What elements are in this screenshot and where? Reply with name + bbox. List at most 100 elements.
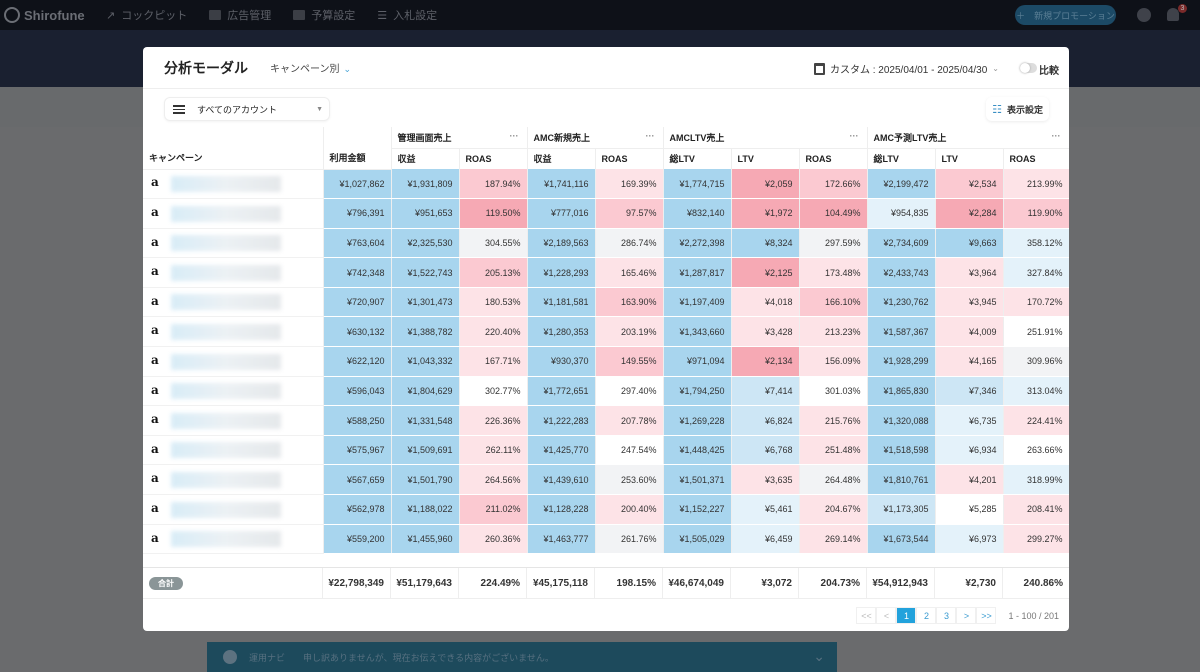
bell-icon[interactable] <box>1167 8 1179 21</box>
data-cell: 261.76% <box>595 524 664 555</box>
campaign-name-redacted[interactable] <box>170 531 281 548</box>
more-icon[interactable]: ··· <box>1051 131 1061 141</box>
campaign-cell[interactable]: a <box>143 346 324 377</box>
campaign-cell[interactable]: a <box>143 257 324 288</box>
campaign-cell[interactable]: a <box>143 464 324 496</box>
campaign-cell[interactable]: a <box>143 524 324 555</box>
column-header[interactable]: 総LTV <box>663 148 732 169</box>
campaign-cell[interactable]: a <box>143 494 324 525</box>
amazon-icon: a <box>151 353 159 368</box>
column-header[interactable]: ROAS <box>595 148 664 169</box>
data-cell: ¥1,455,960 <box>391 524 460 555</box>
data-cell: ¥1,741,116 <box>527 169 596 200</box>
table-row[interactable]: a ¥575,967 ¥1,509,691 262.11% ¥1,425,770 247.… <box>143 435 1069 466</box>
table-row[interactable]: a ¥567,659 ¥1,501,790 264.56% ¥1,439,610 253.… <box>143 464 1069 496</box>
table-row[interactable]: a ¥1,027,862 ¥1,931,809 187.94% ¥1,741,116 16… <box>143 169 1069 200</box>
campaign-name-redacted[interactable] <box>170 442 281 459</box>
data-cell: ¥1,505,029 <box>663 524 732 555</box>
campaign-cell[interactable]: a <box>143 228 324 259</box>
campaign-name-redacted[interactable] <box>170 472 281 489</box>
table-row[interactable]: a ¥596,043 ¥1,804,629 302.77% ¥1,772,651 297.… <box>143 376 1069 407</box>
column-header[interactable]: ROAS <box>1003 148 1069 169</box>
column-header[interactable]: 総LTV <box>867 148 936 169</box>
data-cell: ¥1,865,830 <box>867 376 936 407</box>
campaign-cell[interactable]: a <box>143 169 324 200</box>
page-2-button[interactable]: 2 <box>916 607 937 624</box>
page-3-button[interactable]: 3 <box>936 607 957 624</box>
campaign-name-redacted[interactable] <box>170 205 281 222</box>
page-1-button[interactable]: 1 <box>896 607 917 624</box>
mode-select[interactable]: キャンペーン別 ⌄ <box>270 64 352 75</box>
operation-navi-bar[interactable]: 運用ナビ 申し訳ありませんが、現在お伝えできる内容がございません。 ⌄ <box>207 642 837 672</box>
more-icon[interactable]: ··· <box>509 131 519 141</box>
column-header[interactable]: 収益 <box>391 148 460 169</box>
campaign-name-redacted[interactable] <box>170 176 281 193</box>
table-row[interactable]: a ¥622,120 ¥1,043,332 167.71% ¥930,370 149.55… <box>143 346 1069 377</box>
next-page-button[interactable]: > <box>956 607 977 624</box>
chevron-down-icon: ⌄ <box>343 64 352 74</box>
campaign-cell[interactable]: a <box>143 376 324 407</box>
campaign-cell[interactable]: a <box>143 435 324 466</box>
amazon-icon: a <box>151 530 159 545</box>
prev-page-button[interactable]: < <box>876 607 897 624</box>
data-cell: ¥1,320,088 <box>867 405 936 436</box>
campaign-name-redacted[interactable] <box>170 412 281 429</box>
table-row[interactable]: a ¥588,250 ¥1,331,548 226.36% ¥1,222,283 207.… <box>143 405 1069 436</box>
nav-bid[interactable]: ☰ 入札設定 <box>377 9 438 23</box>
table-row[interactable]: a ¥559,200 ¥1,455,960 260.36% ¥1,463,777 261.… <box>143 524 1069 555</box>
campaign-name-redacted[interactable] <box>170 235 281 252</box>
help-icon[interactable] <box>1137 8 1151 22</box>
data-cell: 262.11% <box>459 435 528 466</box>
campaign-cell[interactable]: a <box>143 198 324 229</box>
compare-toggle[interactable] <box>1020 63 1037 73</box>
table-row[interactable]: a ¥796,391 ¥951,653 119.50% ¥777,016 97.57% ¥8… <box>143 198 1069 229</box>
data-cell: 163.90% <box>595 287 664 318</box>
total-cell: 240.86% <box>1023 578 1063 589</box>
total-cell: 198.15% <box>595 568 663 598</box>
campaign-name-redacted[interactable] <box>170 383 281 400</box>
navi-icon <box>223 650 237 664</box>
column-header[interactable]: LTV <box>935 148 1004 169</box>
total-cell: 204.73% <box>799 568 867 598</box>
data-cell: 213.23% <box>799 316 868 348</box>
campaign-cell[interactable]: a <box>143 287 324 318</box>
table-row[interactable]: a ¥720,907 ¥1,301,473 180.53% ¥1,181,581 163.… <box>143 287 1069 318</box>
column-header[interactable]: ROAS <box>799 148 868 169</box>
campaign-name-redacted[interactable] <box>170 264 281 281</box>
data-cell: 172.66% <box>799 169 868 200</box>
nav-cockpit[interactable]: ↗ コックピット <box>106 9 188 23</box>
chevron-down-icon[interactable]: ⌄ <box>813 648 825 664</box>
campaign-name-redacted[interactable] <box>170 501 281 518</box>
table-row[interactable]: a ¥630,132 ¥1,388,782 220.40% ¥1,280,353 203.… <box>143 316 1069 348</box>
column-header[interactable]: ROAS <box>459 148 528 169</box>
nav-ads[interactable]: 広告管理 <box>209 7 271 23</box>
table-row[interactable]: a ¥562,978 ¥1,188,022 211.02% ¥1,128,228 200.… <box>143 494 1069 525</box>
last-page-button[interactable]: >> <box>976 607 997 624</box>
spend-header[interactable]: 利用金額 <box>323 127 392 170</box>
first-page-button[interactable]: << <box>856 607 877 624</box>
column-header[interactable]: LTV <box>731 148 800 169</box>
campaign-name-redacted[interactable] <box>170 324 281 341</box>
nav-budget[interactable]: 予算設定 <box>293 7 355 23</box>
campaign-name-redacted[interactable] <box>170 353 281 370</box>
campaign-cell[interactable]: a <box>143 316 324 348</box>
data-cell: ¥796,391 <box>323 198 392 229</box>
more-icon[interactable]: ··· <box>645 131 655 141</box>
campaign-cell[interactable]: a <box>143 405 324 436</box>
brand-logo[interactable]: Shirofune <box>4 7 100 23</box>
table-row[interactable]: a ¥742,348 ¥1,522,743 205.13% ¥1,228,293 165.… <box>143 257 1069 288</box>
more-icon[interactable]: ··· <box>849 131 859 141</box>
data-cell: 215.76% <box>799 405 868 436</box>
date-range-select[interactable]: カスタム : 2025/04/01 - 2025/04/30 ⌄ <box>813 61 999 76</box>
data-cell: ¥7,414 <box>731 376 800 407</box>
data-cell: 149.55% <box>595 346 664 377</box>
data-cell: ¥1,501,790 <box>391 464 460 496</box>
display-settings-button[interactable]: ☷ 表示設定 <box>986 97 1049 121</box>
pagination: << < 1 2 3 > >> 1 - 100 / 201 <box>856 607 1059 624</box>
column-header[interactable]: 収益 <box>527 148 596 169</box>
campaign-header[interactable]: キャンペーン <box>143 127 324 170</box>
table-row[interactable]: a ¥763,604 ¥2,325,530 304.55% ¥2,189,563 286.… <box>143 228 1069 259</box>
campaign-name-redacted[interactable] <box>170 294 281 311</box>
new-promotion-button[interactable]: ＋ 新規プロモーション <box>1015 5 1116 25</box>
account-select[interactable]: すべてのアカウント ▼ <box>164 97 330 121</box>
